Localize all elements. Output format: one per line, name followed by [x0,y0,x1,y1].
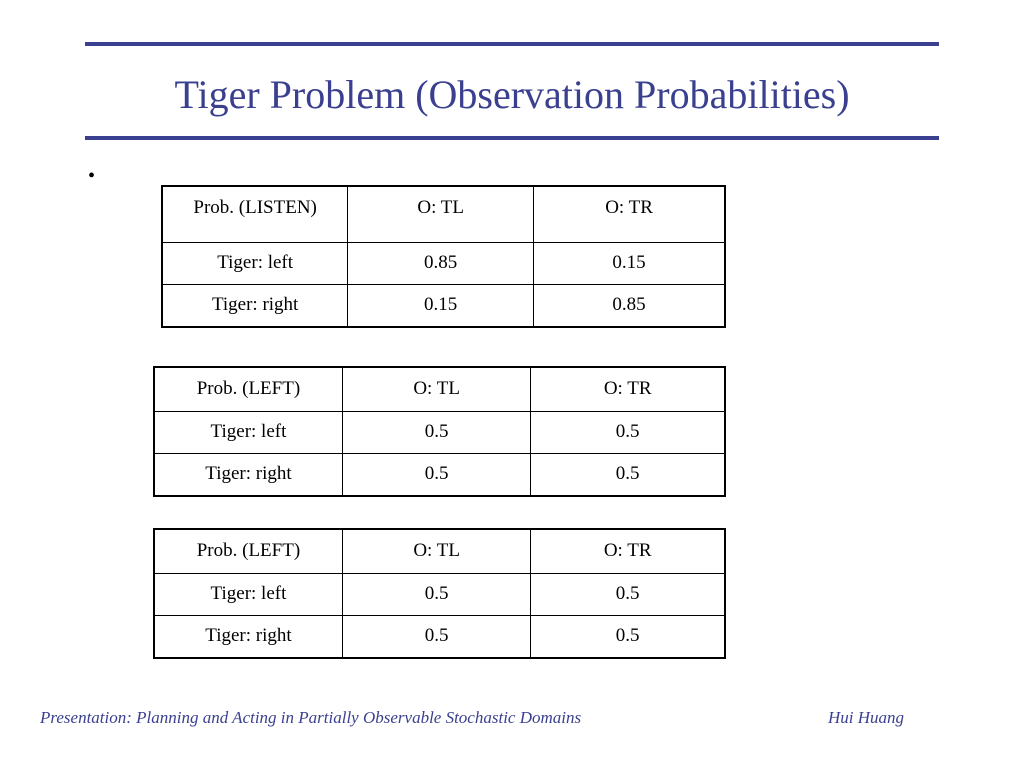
table-cell: 0.5 [530,410,726,454]
table-cell: 0.15 [347,283,535,327]
table-cell: 0.15 [533,241,726,285]
table-cell: 0.5 [341,572,532,616]
listen-probability-table: Prob. (LISTEN) O: TL O: TR Tiger: left 0… [161,185,726,328]
left-probability-table-2: Prob. (LEFT) O: TL O: TR Tiger: left 0.5… [153,528,726,659]
table-cell: 0.5 [530,614,726,658]
table-header-cell: O: TL [347,185,535,243]
left-probability-table: Prob. (LEFT) O: TL O: TR Tiger: left 0.5… [153,366,726,497]
table-header-cell: O: TR [530,528,726,574]
table-header-cell: O: TL [341,366,532,412]
table-cell: 0.85 [533,283,726,327]
table-header-row: Prob. (LEFT) O: TL O: TR [153,528,726,574]
table-cell: Tiger: left [153,572,343,616]
table-header-cell: O: TR [533,185,726,243]
table-row: Tiger: left 0.5 0.5 [153,572,726,616]
table-cell: 0.5 [341,614,532,658]
table-header-cell: O: TR [530,366,726,412]
slide-title: Tiger Problem (Observation Probabilities… [174,72,850,117]
footer-author: Hui Huang [828,708,905,727]
table-header-cell: Prob. (LEFT) [153,366,343,412]
table-cell: Tiger: right [161,283,349,327]
table-header-row: Prob. (LISTEN) O: TL O: TR [161,185,726,243]
table-header-cell: Prob. (LISTEN) [161,185,349,243]
table-cell: Tiger: left [161,241,349,285]
table-header-cell: O: TL [341,528,532,574]
table-header-cell: Prob. (LEFT) [153,528,343,574]
table-row: Tiger: right 0.15 0.85 [161,283,726,327]
table-cell: 0.5 [530,572,726,616]
table-cell: 0.5 [341,452,532,496]
bullet-point: • [88,165,96,187]
table-header-row: Prob. (LEFT) O: TL O: TR [153,366,726,412]
table-row: Tiger: left 0.5 0.5 [153,410,726,454]
table-cell: Tiger: right [153,452,343,496]
table-cell: Tiger: right [153,614,343,658]
table-cell: 0.5 [530,452,726,496]
footer-presentation-title: Presentation: Planning and Acting in Par… [40,708,582,727]
table-cell: Tiger: left [153,410,343,454]
title-rule-top [85,42,939,46]
table-row: Tiger: left 0.85 0.15 [161,241,726,285]
table-row: Tiger: right 0.5 0.5 [153,614,726,658]
table-cell: 0.85 [347,241,535,285]
title-rule-bottom [85,136,939,140]
table-cell: 0.5 [341,410,532,454]
table-row: Tiger: right 0.5 0.5 [153,452,726,496]
